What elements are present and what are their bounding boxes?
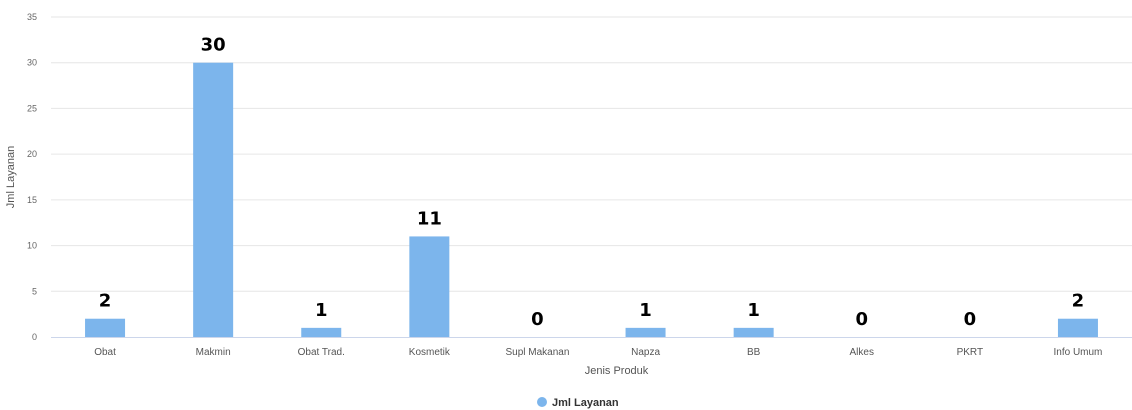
y-tick-label: 10 [27,241,37,251]
data-label: 1 [639,300,652,321]
bar[interactable] [1057,318,1098,337]
x-axis-title: Jenis Produk [585,365,649,377]
y-axis-ticks: 0 5 10 15 20 25 30 35 [27,12,37,342]
data-label: 2 [99,291,112,312]
x-tick-label: Obat [94,347,116,358]
x-tick-label: BB [747,347,761,358]
y-tick-label: 5 [32,286,37,296]
bar[interactable] [733,327,774,337]
data-label: 0 [531,309,544,330]
x-tick-label: PKRT [957,347,984,358]
x-tick-label: Info Umum [1053,347,1102,358]
data-label: 30 [201,35,226,56]
legend-marker [537,397,547,407]
x-tick-label: Supl Makanan [505,347,569,358]
bar[interactable] [85,318,126,337]
legend[interactable]: Jml Layanan [537,397,619,409]
data-label: 0 [964,309,977,330]
y-tick-label: 35 [27,12,37,22]
bar[interactable] [625,327,666,337]
y-tick-label: 15 [27,195,37,205]
x-tick-label: Alkes [850,347,874,358]
x-tick-label: Obat Trad. [298,347,345,358]
data-label: 2 [1072,291,1085,312]
y-tick-label: 25 [27,103,37,113]
y-axis-title: Jml Layanan [5,146,17,208]
y-tick-label: 20 [27,149,37,159]
y-tick-label: 30 [27,58,37,68]
bar[interactable] [301,327,342,337]
x-tick-label: Napza [631,347,660,358]
bar[interactable] [193,62,234,337]
bar[interactable] [409,236,450,337]
bars [85,62,1098,337]
x-tick-label: Kosmetik [409,347,451,358]
data-label: 11 [417,208,442,229]
y-tick-label: 0 [32,332,37,342]
legend-label: Jml Layanan [552,397,619,409]
x-tick-label: Makmin [196,347,231,358]
data-label: 0 [855,309,868,330]
data-label: 1 [315,300,328,321]
data-label: 1 [747,300,760,321]
x-axis-ticks: Obat Makmin Obat Trad. Kosmetik Supl Makanan… [94,347,1102,358]
